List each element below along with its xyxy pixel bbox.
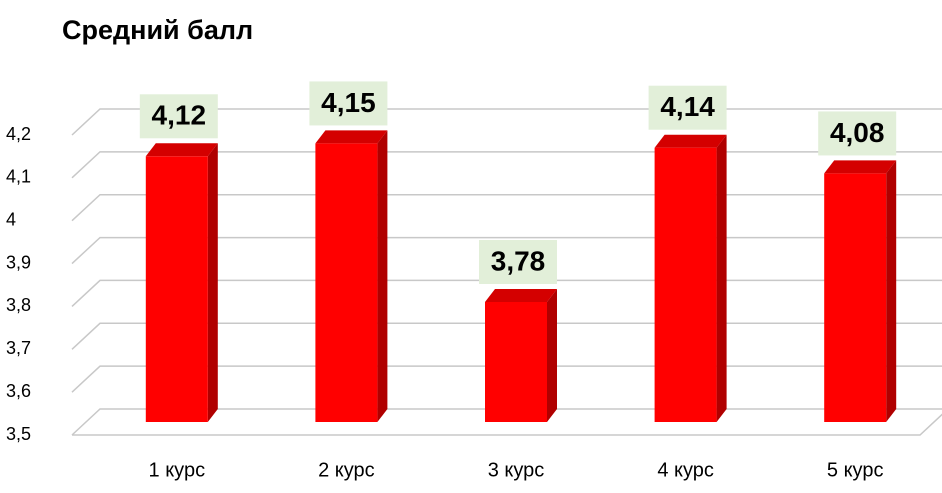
value-label: 4,15 — [321, 87, 376, 118]
value-label-box — [139, 94, 218, 139]
value-label: 3,78 — [491, 245, 546, 276]
bar-top — [654, 134, 727, 148]
x-tick-label: 1 курс — [149, 459, 206, 481]
bar — [654, 147, 717, 422]
bar-side — [886, 160, 897, 422]
value-label: 4,12 — [152, 100, 207, 131]
y-tick-label: 3,5 — [6, 424, 31, 444]
bar-side — [207, 143, 218, 423]
y-tick-label: 4,2 — [6, 124, 31, 144]
x-tick-label: 3 курс — [488, 459, 545, 481]
value-label-box — [818, 111, 897, 156]
bar-side — [547, 289, 557, 422]
y-tick-label: 3,7 — [6, 338, 31, 358]
floor-edge — [72, 413, 942, 436]
y-tick-label: 4,1 — [6, 167, 31, 187]
bar-top — [315, 130, 388, 144]
bar-side — [377, 130, 388, 422]
bar — [485, 302, 547, 422]
value-label-box — [309, 81, 388, 126]
value-label-box — [648, 85, 727, 130]
bar — [824, 173, 887, 422]
bar-top — [485, 289, 557, 302]
y-tick-label: 3,6 — [6, 381, 31, 401]
y-tick-label: 3,9 — [6, 252, 31, 272]
x-tick-label: 2 курс — [318, 459, 375, 481]
bar-top — [824, 160, 897, 174]
x-tick-label: 4 курс — [657, 459, 714, 481]
y-tick-label: 3,8 — [6, 295, 31, 315]
bar-side — [716, 134, 727, 422]
value-label: 4,08 — [830, 117, 885, 148]
chart-title: Средний балл — [62, 15, 253, 45]
x-tick-label: 5 курс — [827, 459, 884, 481]
value-label: 4,14 — [660, 91, 715, 122]
bar — [145, 156, 208, 423]
value-label-box — [479, 240, 557, 284]
y-tick-label: 4 — [6, 209, 16, 229]
bar-top — [145, 143, 218, 157]
bar — [315, 143, 378, 422]
